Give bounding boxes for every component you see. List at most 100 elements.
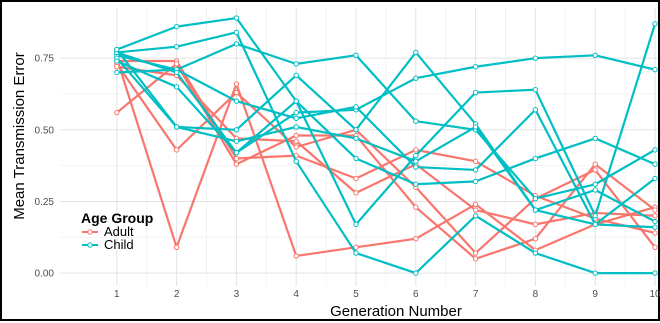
data-point [173, 43, 180, 50]
data-point [532, 221, 539, 228]
data-point [532, 86, 539, 93]
data-point [532, 155, 539, 162]
series-line [115, 48, 656, 223]
legend-item-child: Child [82, 237, 134, 252]
data-point [114, 109, 120, 116]
data-point [413, 118, 419, 124]
data-point [353, 175, 359, 182]
legend-title: Age Group [81, 210, 153, 226]
legend-label-adult: Adult [104, 224, 134, 239]
series-line [116, 65, 656, 226]
data-point [293, 124, 299, 130]
series-child-12 [114, 49, 658, 187]
series-line [116, 42, 656, 200]
x-tick-label: 5 [353, 289, 359, 300]
data-point [233, 98, 240, 104]
data-point [293, 138, 299, 144]
series-line [115, 51, 656, 229]
data-point [233, 127, 240, 133]
series-lines [114, 15, 658, 276]
data-point [652, 21, 658, 27]
data-point [472, 207, 479, 213]
data-point [293, 158, 299, 165]
data-point [293, 98, 299, 104]
x-tick-label: 7 [473, 289, 479, 300]
data-point [532, 250, 539, 256]
x-axis-title: Generation Number [330, 303, 462, 320]
data-point [233, 150, 240, 156]
data-point [652, 161, 658, 167]
series-line [115, 57, 656, 258]
data-point [652, 66, 658, 73]
data-point [353, 127, 359, 133]
data-point [472, 124, 479, 130]
data-point [173, 124, 180, 130]
data-point [353, 135, 359, 142]
x-tick-label: 9 [592, 289, 598, 300]
data-point [353, 155, 359, 162]
data-point [413, 270, 419, 276]
data-point [413, 75, 419, 81]
data-point [472, 250, 479, 256]
data-point [592, 270, 598, 276]
data-point [233, 41, 240, 47]
data-point [413, 152, 419, 159]
data-point [293, 61, 299, 67]
data-point [472, 89, 479, 96]
series-line [116, 68, 656, 226]
data-point [353, 221, 359, 228]
data-point [353, 250, 359, 256]
x-tick-label: 3 [234, 289, 240, 300]
data-point [532, 207, 539, 213]
data-point [652, 224, 658, 230]
data-point [592, 161, 598, 167]
data-point [293, 253, 299, 259]
series-adult-1 [114, 55, 658, 259]
data-point [472, 158, 479, 165]
y-tick-label: 0.75 [35, 54, 55, 65]
data-point [652, 218, 658, 225]
data-point [114, 46, 120, 53]
data-point [532, 195, 539, 202]
data-point [173, 61, 180, 67]
legend-marker-adult [87, 229, 93, 235]
data-point [293, 72, 299, 79]
data-point [413, 49, 419, 56]
data-point [173, 147, 180, 153]
series-line [116, 16, 657, 226]
series-line [116, 31, 656, 275]
data-point [532, 55, 539, 61]
data-point [353, 52, 359, 58]
data-point [652, 244, 658, 251]
x-tick-label: 6 [413, 289, 419, 300]
data-point [592, 187, 598, 193]
x-tick-label: 8 [533, 289, 539, 300]
series-line [116, 51, 656, 186]
data-point [233, 15, 240, 21]
data-point [233, 89, 240, 96]
data-point [293, 109, 299, 116]
x-tick-label: 10 [649, 289, 660, 300]
series-line [116, 59, 656, 235]
data-point [233, 29, 240, 36]
series-line [116, 54, 656, 154]
data-point [413, 204, 419, 210]
data-point [652, 213, 658, 219]
data-point [532, 107, 539, 113]
x-tick-label: 1 [114, 289, 120, 300]
data-point [472, 178, 479, 185]
x-tick-label: 4 [293, 289, 299, 300]
data-point [413, 181, 419, 187]
data-point [353, 190, 359, 196]
data-point [413, 164, 419, 170]
data-point [173, 244, 180, 251]
data-point [293, 115, 299, 122]
data-point [652, 147, 658, 153]
data-point [233, 161, 240, 167]
x-tick-label: 2 [174, 289, 180, 300]
y-axis-title: Mean Transmission Error [11, 52, 28, 220]
data-point [413, 236, 419, 242]
legend-item-adult: Adult [82, 224, 134, 239]
